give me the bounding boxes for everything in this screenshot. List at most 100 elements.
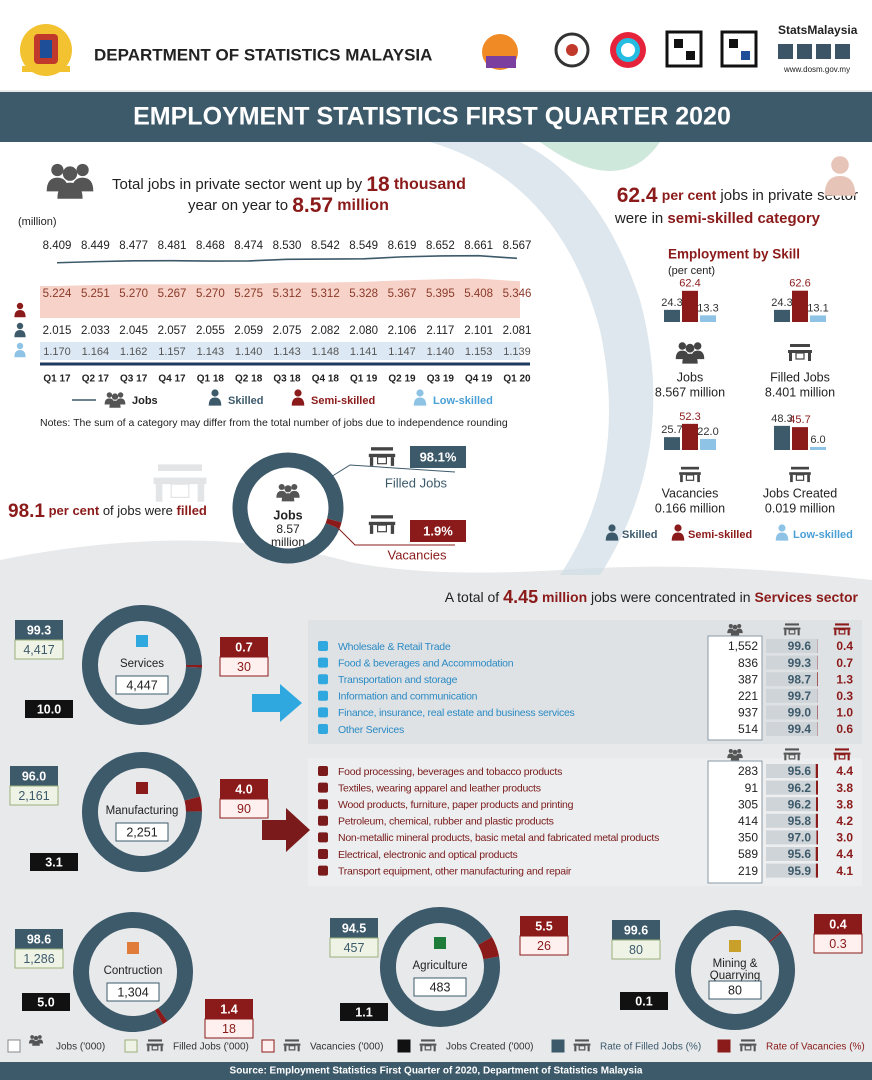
- desk-icon: [783, 623, 801, 636]
- sector-name: Mining &: [713, 958, 758, 970]
- icon-part: [160, 1045, 163, 1052]
- jobs-value: 8.468: [196, 240, 225, 252]
- semi-skilled-area: [40, 278, 520, 318]
- legend-label: Skilled: [622, 529, 657, 541]
- row-rate-filled: 96.2: [788, 781, 812, 795]
- desk-icon: [788, 344, 812, 361]
- sector-filled-arc: [82, 752, 202, 872]
- partner-logos: [482, 30, 850, 70]
- icon-part: [153, 477, 207, 485]
- row-name: Non-metallic mineral products, basic met…: [338, 832, 659, 844]
- legend-swatch: [717, 1039, 731, 1053]
- row-rate-filled: 96.2: [788, 797, 812, 811]
- skilled-value: 2.059: [234, 325, 263, 337]
- desk-icon: [368, 515, 396, 534]
- icon-head: [732, 749, 738, 755]
- jobs-value: 8.449: [81, 240, 110, 252]
- row-jobs: 219: [738, 864, 758, 878]
- icon-part: [148, 1039, 162, 1042]
- desk-icon: [833, 623, 851, 636]
- legend-swatch: [7, 1039, 21, 1053]
- row-name: Food & beverages and Accommodation: [338, 657, 514, 669]
- legend-label: Filled Jobs ('000): [173, 1042, 249, 1053]
- legend-label: Skilled: [228, 395, 263, 407]
- icon-head: [608, 524, 616, 532]
- icon-part: [807, 474, 810, 483]
- headline-line1: Total jobs in private sector went up by …: [112, 173, 466, 196]
- person-icon: [775, 524, 789, 541]
- quarter-label: Q2 18: [235, 374, 263, 385]
- icon-head: [685, 343, 695, 353]
- icon-head: [291, 483, 298, 491]
- icon-head: [51, 163, 64, 177]
- low-skilled-band: [40, 342, 520, 360]
- icon-part: [433, 1045, 436, 1052]
- legend-swatch: [551, 1039, 565, 1053]
- sector-filled-arc: [675, 910, 795, 1030]
- services-headline-value: 4.45: [503, 587, 538, 607]
- icon-part: [197, 484, 205, 502]
- icon-part: [680, 474, 683, 483]
- icon-head: [62, 166, 78, 181]
- value-box-label: 1.9%: [423, 523, 453, 538]
- icon-part: [697, 474, 700, 483]
- icon-part: [146, 1043, 164, 1046]
- row-icon: [318, 849, 328, 859]
- rate-filled-bar: [766, 797, 817, 812]
- value-box-label: 4,447: [126, 678, 157, 692]
- value-box: [15, 929, 63, 949]
- rate-filled-bar: [766, 847, 816, 861]
- icon-part: [790, 344, 810, 347]
- row-jobs: 283: [738, 764, 758, 778]
- rate-filled-bar: [766, 780, 817, 795]
- value-box: [329, 937, 379, 958]
- headline-text: year on year to: [188, 197, 288, 214]
- value-box-label: 90: [237, 802, 251, 816]
- skilled-value: 2.082: [311, 325, 340, 337]
- icon-part: [795, 352, 805, 360]
- skill-value: 45.7: [789, 414, 810, 426]
- value-box-label: 2,251: [126, 825, 157, 839]
- legend-label: Low-skilled: [433, 395, 493, 407]
- row-rate-filled: 97.0: [788, 831, 812, 845]
- legend-swatch: [261, 1039, 275, 1053]
- icon-part: [587, 1045, 590, 1052]
- skill-headline-value: 62.4: [617, 184, 658, 207]
- icon-part: [838, 754, 846, 760]
- skilled-value: 2.055: [196, 325, 225, 337]
- value-box-label: 80: [728, 983, 742, 997]
- icon-part: [834, 754, 837, 761]
- icon-part: [155, 484, 163, 502]
- row-name: Petroleum, chemical, rubber and plastic …: [338, 816, 554, 828]
- desk-icon: [146, 1039, 164, 1052]
- skilled-value: 2.045: [119, 325, 148, 337]
- value-box: [410, 446, 466, 468]
- icon-head: [674, 524, 682, 532]
- icon-head: [693, 342, 702, 350]
- row-name: Transport equipment, other manufacturing…: [338, 865, 572, 877]
- row-rate-filled: 95.8: [788, 814, 812, 828]
- rate-vacancy-bar: [815, 847, 818, 861]
- semi-skilled-value: 5.275: [234, 288, 263, 300]
- services-headline-text: A total of: [445, 589, 500, 605]
- value-box: [30, 853, 78, 871]
- icon-part: [369, 525, 374, 534]
- jobs-value: 8.409: [43, 240, 72, 252]
- row-jobs: 514: [738, 722, 758, 736]
- services-headline: A total of 4.45 million jobs were concen…: [445, 587, 859, 607]
- skill-group-total: 8.567 million: [655, 385, 725, 399]
- value-box-label: 99.3: [27, 623, 51, 637]
- semi-skilled-value: 5.395: [426, 288, 455, 300]
- skilled-value: 2.033: [81, 325, 110, 337]
- icon-body: [109, 400, 121, 408]
- icon-part: [679, 472, 701, 475]
- low-skilled-value: 1.153: [465, 346, 493, 358]
- quarter-label: Q3 17: [120, 374, 148, 385]
- quarter-label: Q3 19: [427, 374, 455, 385]
- center-unit: million: [271, 535, 305, 549]
- headline-line2: year on year to 8.57 million: [188, 194, 389, 217]
- icon-body: [32, 1040, 40, 1046]
- rate-filled-bar: [766, 672, 818, 687]
- icon-part: [420, 1045, 423, 1052]
- skill-value: 24.3: [771, 297, 792, 309]
